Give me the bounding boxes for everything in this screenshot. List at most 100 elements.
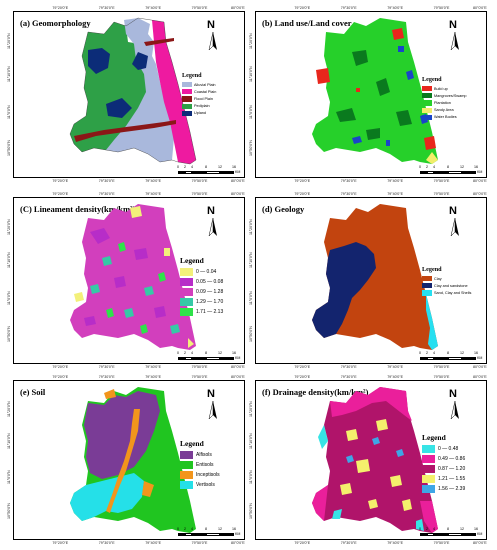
scale-unit: KM (477, 532, 483, 536)
legend-label: 0.05 — 0.08 (196, 279, 224, 285)
scale-tick: 8 (447, 165, 449, 169)
longitude-label: 80°0'0"E (231, 6, 245, 10)
legend-label: Clay and sandstone (434, 283, 468, 288)
legend-swatch (182, 82, 192, 88)
scale-tick: 2 (184, 527, 186, 531)
scale-bar: 0 2 4 8 12 16 KM (419, 351, 482, 361)
scale-bar: 0 2 4 8 12 16 KM (419, 527, 483, 537)
latitude-label: 10°50'0"N (7, 139, 11, 156)
north-label: N (207, 205, 215, 217)
longitude-label: 79°20'0"E (294, 365, 311, 369)
scale-tick: 4 (191, 351, 193, 355)
scale-tick: 16 (474, 351, 478, 355)
north-arrow: N (204, 388, 222, 420)
latitude-label: 11°0'0"N (7, 291, 11, 306)
longitude-label: 79°40'0"E (145, 541, 161, 545)
legend-item: Upland (182, 110, 216, 117)
legend: Legend Alfisols Entisols Inceptisols Ver… (180, 439, 220, 490)
scale-tick: 16 (232, 527, 236, 531)
map-region-density-mid (90, 256, 180, 334)
panel-title: (b) Land use/Land cover (262, 18, 352, 28)
north-label: N (449, 388, 457, 400)
longitude-label: 79°50'0"E (433, 365, 450, 369)
longitude-label: 79°30'0"E (340, 541, 357, 545)
longitude-label: 79°40'0"E (387, 541, 403, 545)
longitude-label: 80°0'0"E (231, 179, 245, 183)
scale-tick: 8 (205, 351, 207, 355)
scale-tick: 4 (433, 527, 435, 531)
scale-tick: 12 (218, 527, 222, 531)
legend-item: 0.05 — 0.08 (180, 277, 223, 287)
longitude-label: 79°30'0"E (340, 179, 357, 183)
legend-item: Clay and sandstone (422, 282, 471, 289)
legend: Legend Alluvial Plain Coastal Plain Floo… (182, 72, 216, 117)
scale-tick: 0 (419, 527, 421, 531)
north-arrow: N (204, 19, 222, 51)
latitude-label: 11°20'0"N (249, 219, 253, 236)
longitude-label: 79°30'0"E (98, 179, 115, 183)
scale-tick: 2 (184, 165, 186, 169)
scale-tick: 16 (474, 527, 478, 531)
legend-item: Coastal Plain (182, 88, 216, 95)
longitude-label: 80°0'0"E (231, 375, 245, 379)
legend-swatch (182, 89, 192, 95)
longitude-label: 79°20'0"E (294, 179, 311, 183)
longitude-label: 80°0'0"E (473, 179, 487, 183)
legend-item: Sandy Area (422, 107, 467, 114)
longitude-label: 79°50'0"E (433, 375, 450, 379)
longitude-label: 80°0'0"E (231, 541, 245, 545)
map-region-alfisols (84, 391, 160, 479)
longitude-label: 79°50'0"E (191, 375, 208, 379)
legend-title: Legend (422, 266, 442, 273)
scale-tick: 2 (184, 351, 186, 355)
north-arrow: N (446, 388, 464, 420)
legend-item: Water Bodies (422, 114, 467, 121)
legend-item: Mangroves/Swamp (422, 92, 467, 99)
longitude-label: 79°30'0"E (98, 541, 115, 545)
legend-label: Clay (434, 276, 442, 281)
scale-tick: 2 (426, 527, 428, 531)
legend: Legend Clay Clay and sandstone Sand, Cla… (422, 266, 471, 297)
latitude-label: 11°10'0"N (7, 66, 11, 83)
longitude-label: 79°20'0"E (294, 6, 311, 10)
latitude-label: 11°10'0"N (249, 433, 253, 449)
longitude-label: 80°0'0"E (231, 192, 245, 196)
map-region-plantation (312, 18, 438, 164)
map-region-inceptisols (104, 389, 154, 513)
map-region-clay-sandstone (312, 242, 376, 338)
map-region-drainage-veryhigh (346, 437, 404, 463)
scale-unit: KM (477, 170, 483, 174)
latitude-label: 11°0'0"N (249, 105, 253, 120)
legend-label: 0.87 — 1.20 (438, 466, 466, 472)
legend: Legend 0 — 0.48 0.49 — 0.86 0.87 — 1.20 … (422, 433, 465, 494)
legend-swatch (180, 298, 193, 306)
scale-tick: 16 (232, 351, 236, 355)
panel-title: (e) Soil (20, 387, 46, 397)
longitude-label: 80°0'0"E (473, 365, 487, 369)
longitude-label: 79°40'0"E (387, 6, 403, 10)
scale-tick: 4 (433, 165, 435, 169)
scale-bar: 0 2 4 8 12 16 KM (177, 165, 241, 175)
longitude-label: 79°20'0"E (294, 375, 311, 379)
map-region-coastal (152, 20, 196, 164)
panel-land-use: (b) Land use/Land cover N Legend Build u… (255, 11, 487, 178)
longitude-label: 79°40'0"E (145, 6, 161, 10)
longitude-label: 79°50'0"E (191, 6, 208, 10)
latitude-label: 11°10'0"N (249, 252, 253, 269)
map-region-vertisols (70, 473, 144, 521)
north-label: N (207, 19, 215, 31)
panel-lineament-density: (C) Lineament density(km/km²) N Legend 0… (13, 197, 245, 364)
longitude-label: 79°20'0"E (52, 192, 69, 196)
legend-swatch (422, 465, 435, 473)
legend-swatch (180, 481, 193, 489)
scale-unit: KM (235, 170, 241, 174)
legend-item: Inceptisols (180, 470, 220, 480)
scale-tick: 12 (460, 165, 464, 169)
north-arrow: N (446, 19, 464, 51)
latitude-label: 11°20'0"N (249, 401, 253, 417)
map-region-density-verylow (84, 228, 166, 326)
north-arrow: N (446, 205, 464, 237)
legend-item: 1.29 — 1.70 (180, 297, 223, 307)
longitude-label: 79°40'0"E (387, 192, 403, 196)
longitude-label: 79°30'0"E (340, 192, 357, 196)
